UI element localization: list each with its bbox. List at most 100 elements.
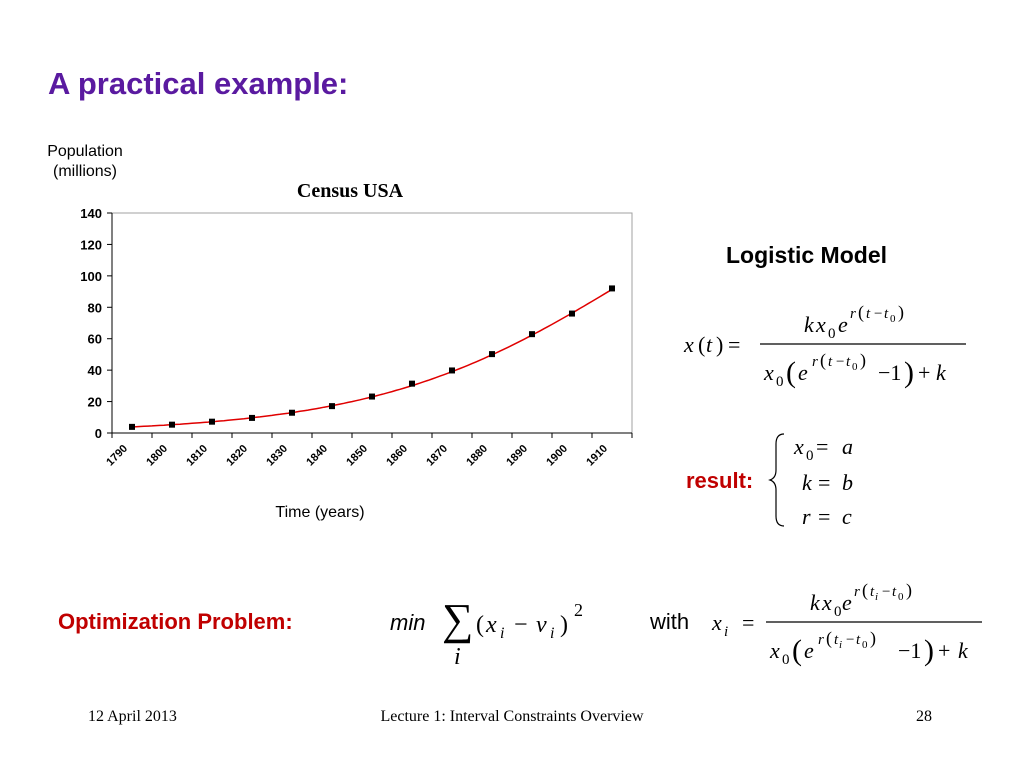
svg-text:): ) (898, 302, 904, 323)
sum-expression: ∑ i ( x i − v i ) 2 (442, 595, 583, 670)
svg-text:(: ( (698, 332, 705, 357)
data-point (169, 421, 175, 428)
footer-title: Lecture 1: Interval Constraints Overview (380, 708, 644, 725)
result-system: x 0 = a k = b r = c (768, 433, 853, 529)
svg-text:k: k (936, 360, 947, 385)
y-tick-label: 20 (88, 395, 102, 410)
svg-text:=: = (818, 470, 830, 495)
svg-text:=: = (818, 504, 830, 529)
svg-text:t: t (834, 632, 839, 648)
svg-text:t: t (828, 354, 833, 370)
logistic-model-title: Logistic Model (726, 242, 887, 268)
svg-text:x: x (815, 312, 826, 337)
svg-text:r: r (802, 504, 811, 529)
svg-text:i: i (724, 624, 728, 640)
y-tick-label: 80 (88, 300, 102, 315)
svg-text:): ) (560, 612, 568, 638)
data-point (249, 414, 255, 421)
data-point (129, 423, 135, 430)
svg-text:0: 0 (834, 604, 842, 620)
svg-text:0: 0 (890, 313, 896, 325)
svg-text:=: = (742, 610, 754, 635)
svg-text:t: t (706, 332, 713, 357)
data-point (329, 403, 335, 410)
data-point (289, 409, 295, 416)
data-point (209, 418, 215, 425)
x-axis-label: Time (years) (275, 504, 365, 521)
svg-text:r: r (854, 584, 860, 600)
svg-text:(: ( (786, 356, 796, 389)
svg-text:t: t (866, 306, 871, 322)
y-axis-label: Population (millions) (30, 142, 140, 182)
svg-text:−1: −1 (878, 360, 901, 385)
svg-text:(: ( (826, 628, 832, 649)
svg-text:2: 2 (574, 600, 583, 620)
x-tick-label: 1860 (384, 443, 410, 469)
svg-text:−: − (846, 632, 854, 648)
y-tick-label: 40 (88, 363, 102, 378)
svg-text:x: x (769, 638, 780, 663)
xi-formula: x i = k x 0 e r ( t i − t 0 ) x 0 ( e r … (711, 580, 982, 668)
svg-text:r: r (812, 354, 818, 370)
svg-text:−: − (882, 584, 890, 600)
x-tick-label: 1880 (464, 443, 490, 469)
svg-text:): ) (906, 580, 912, 601)
data-point (369, 393, 375, 400)
data-point (609, 285, 615, 292)
logistic-fit-line (131, 288, 613, 428)
svg-text:k: k (802, 470, 813, 495)
svg-text:r: r (818, 632, 824, 648)
footer-date: 12 April 2013 (88, 708, 177, 725)
data-point (489, 351, 495, 358)
svg-text:=: = (816, 434, 828, 459)
svg-text:k: k (958, 638, 969, 663)
y-tick-label: 60 (88, 332, 102, 347)
x-tick-label: 1910 (584, 443, 610, 469)
x-tick-label: 1810 (184, 443, 210, 469)
svg-text:(: ( (476, 612, 484, 638)
svg-text:i: i (875, 591, 878, 603)
optimization-label: Optimization Problem: (58, 609, 293, 634)
svg-text:+: + (938, 638, 950, 663)
svg-text:0: 0 (898, 591, 904, 603)
svg-text:x: x (683, 332, 694, 357)
svg-text:−: − (514, 612, 528, 638)
svg-text:x: x (485, 612, 497, 638)
svg-text:k: k (810, 590, 821, 615)
svg-text:e: e (842, 590, 852, 615)
svg-text:−: − (874, 306, 882, 322)
x-tick-label: 1790 (104, 443, 130, 469)
svg-text:i: i (839, 639, 842, 651)
svg-text:(: ( (862, 580, 868, 601)
svg-text:): ) (860, 350, 866, 371)
x-tick-label: 1870 (424, 443, 450, 469)
svg-text:=: = (728, 332, 740, 357)
svg-text:0: 0 (828, 326, 836, 342)
svg-text:e: e (804, 638, 814, 663)
with-label: with (650, 609, 690, 634)
svg-text:t: t (870, 584, 875, 600)
x-tick-label: 1840 (304, 443, 330, 469)
y-tick-label: 140 (80, 206, 102, 221)
svg-text:i: i (454, 644, 461, 670)
svg-text:e: e (798, 360, 808, 385)
page-number: 28 (916, 708, 932, 725)
svg-text:i: i (500, 625, 504, 642)
logistic-formula: x ( t ) = k x 0 e r ( t − t 0 ) x 0 ( e … (683, 302, 966, 390)
x-tick-label: 1850 (344, 443, 370, 469)
k-value: b (842, 470, 853, 495)
data-point (569, 310, 575, 317)
svg-text:−: − (836, 354, 844, 370)
svg-text:t: t (884, 306, 889, 322)
chart-title: Census USA (296, 180, 404, 202)
x-tick-label: 1890 (504, 443, 530, 469)
svg-text:0: 0 (862, 639, 868, 651)
svg-text:(: ( (792, 634, 802, 667)
svg-text:0: 0 (776, 374, 784, 390)
x-tick-label: 1900 (544, 443, 570, 469)
svg-text:e: e (838, 312, 848, 337)
svg-text:k: k (804, 312, 815, 337)
x-tick-label: 1830 (264, 443, 290, 469)
svg-text:r: r (850, 306, 856, 322)
svg-text:t: t (846, 354, 851, 370)
